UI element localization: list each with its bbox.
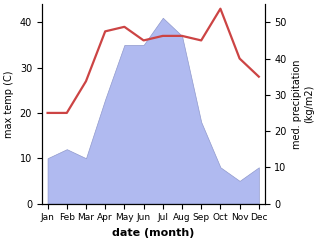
X-axis label: date (month): date (month) bbox=[112, 228, 194, 238]
Y-axis label: med. precipitation
(kg/m2): med. precipitation (kg/m2) bbox=[292, 59, 314, 149]
Y-axis label: max temp (C): max temp (C) bbox=[4, 70, 14, 138]
